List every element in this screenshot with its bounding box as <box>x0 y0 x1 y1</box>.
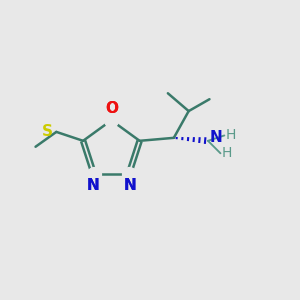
Text: O: O <box>105 101 118 116</box>
Text: O: O <box>105 101 118 116</box>
Text: N: N <box>86 178 99 193</box>
Text: N: N <box>124 178 136 193</box>
Text: N: N <box>124 178 136 193</box>
Text: H: H <box>226 128 236 142</box>
Text: N: N <box>209 130 222 145</box>
Text: N: N <box>86 178 99 193</box>
Text: H: H <box>222 146 232 160</box>
Text: S: S <box>42 124 53 140</box>
